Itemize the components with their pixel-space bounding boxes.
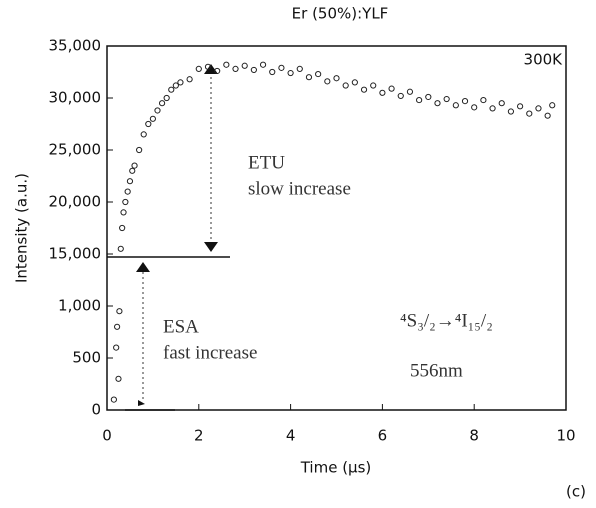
annotation: 300K [524, 51, 564, 69]
data-point [296, 65, 303, 72]
data-point [223, 61, 230, 68]
y-tick-label: 0 [91, 401, 101, 419]
data-point [131, 162, 138, 169]
annotation: ESA [163, 316, 199, 337]
x-tick-label: 4 [286, 427, 296, 445]
chart-title: Er (50%):YLF [292, 5, 389, 23]
y-tick-label: 20,000 [49, 193, 102, 211]
data-point [461, 98, 469, 105]
data-point [232, 65, 239, 72]
data-point [168, 86, 175, 93]
data-point [489, 105, 496, 112]
data-point [154, 107, 161, 114]
data-point [110, 396, 117, 403]
data-point [113, 344, 120, 351]
data-point [425, 93, 432, 101]
y-tick-label: 1,000 [58, 297, 101, 315]
data-point [259, 61, 267, 68]
data-point [471, 104, 478, 111]
data-point [119, 224, 126, 232]
data-point [124, 188, 131, 195]
data-point [406, 88, 414, 95]
y-tick-label: 15,000 [49, 245, 102, 263]
data-point [360, 86, 368, 93]
annotation: fast increase [163, 342, 257, 363]
data-point [149, 115, 156, 122]
data-point [315, 70, 322, 78]
data-point [416, 96, 423, 104]
data-point [544, 112, 551, 119]
data-point [126, 178, 134, 185]
data-point [535, 105, 542, 112]
x-axis-label: Time (μs) [300, 459, 372, 477]
y-axis-label: Intensity (a.u.) [13, 173, 31, 283]
data-point [351, 79, 358, 86]
data-point [388, 85, 395, 92]
data-point [526, 110, 533, 117]
data-point [214, 67, 221, 75]
data-point [204, 63, 212, 70]
data-point [117, 245, 124, 252]
data-point [452, 102, 459, 109]
data-point [342, 82, 349, 89]
y-tick-label: 30,000 [49, 89, 102, 107]
x-tick-label: 2 [194, 427, 204, 445]
data-point [250, 66, 257, 74]
x-tick-label: 10 [556, 427, 575, 445]
data-point [129, 167, 136, 174]
data-point [287, 69, 294, 77]
data-point [434, 100, 441, 107]
data-point [370, 82, 377, 89]
x-tick-label: 8 [469, 427, 479, 445]
y-tick-label: 35,000 [49, 37, 102, 55]
data-point [333, 75, 340, 82]
data-point [549, 102, 556, 109]
annotation: 556nm [410, 360, 463, 381]
y-tick-label: 500 [72, 349, 101, 367]
data-point [397, 92, 404, 100]
data-point [120, 209, 127, 216]
data-point [186, 76, 193, 83]
data-point [498, 100, 505, 107]
x-tick-label: 0 [102, 427, 112, 445]
data-point [324, 78, 331, 85]
data-point [507, 108, 515, 115]
panel-label: (c) [566, 483, 586, 501]
data-point [122, 198, 129, 206]
data-point [278, 64, 285, 71]
data-point [195, 65, 202, 72]
data-point [113, 323, 121, 330]
data-point [145, 120, 152, 128]
data-point [177, 79, 184, 86]
data-point [115, 375, 122, 382]
data-point [140, 131, 147, 138]
data-point [158, 100, 166, 107]
y-tick-label: 25,000 [49, 141, 102, 159]
data-point [163, 94, 170, 102]
annotation: slow increase [248, 178, 351, 199]
data-point [305, 74, 313, 81]
annotation: ETU [248, 152, 285, 173]
data-point [379, 89, 386, 96]
annotation: ⁴S₃/₂→⁴I₁₅/₂ [400, 310, 493, 331]
data-point [443, 95, 450, 103]
x-tick-label: 6 [378, 427, 388, 445]
data-point [480, 96, 487, 104]
data-point [517, 103, 524, 110]
data-point [241, 62, 248, 69]
data-point [172, 82, 179, 89]
data-point [136, 146, 143, 154]
data-point [269, 68, 276, 76]
data-point [116, 308, 123, 315]
plot-frame [106, 45, 567, 411]
